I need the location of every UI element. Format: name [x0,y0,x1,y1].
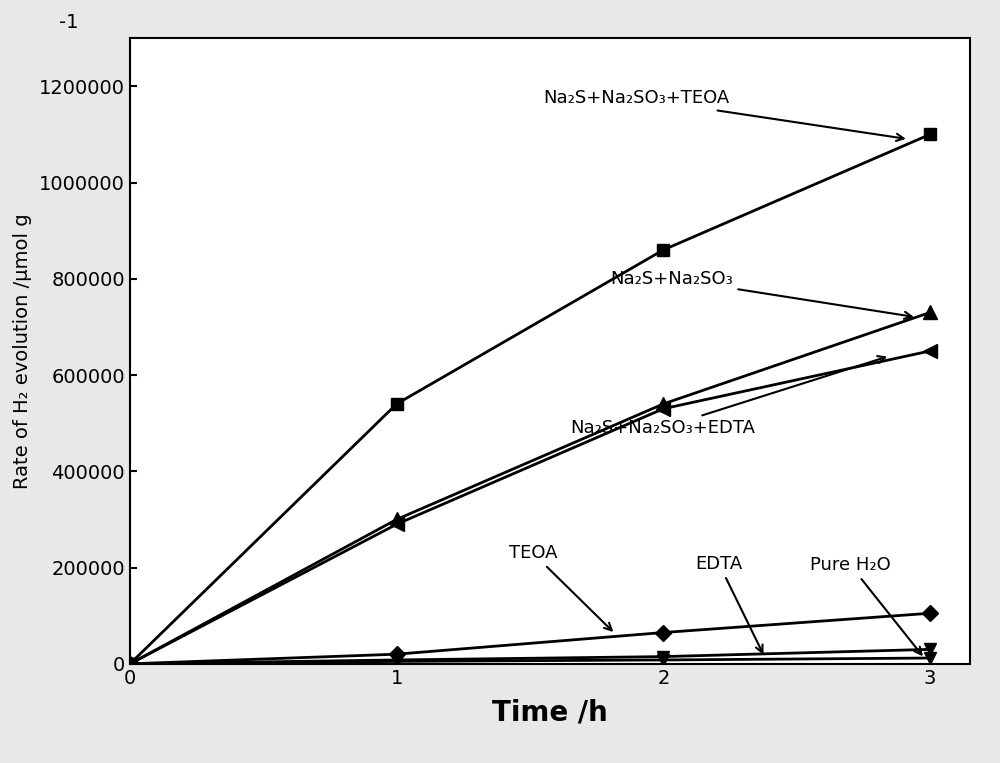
Text: Na₂S+Na₂SO₃: Na₂S+Na₂SO₃ [610,270,912,319]
Text: Pure H₂O: Pure H₂O [810,556,921,655]
Text: Na₂S+Na₂SO₃+TEOA: Na₂S+Na₂SO₃+TEOA [543,89,904,141]
Text: EDTA: EDTA [695,555,762,652]
Y-axis label: Rate of H₂ evolution /μmol g: Rate of H₂ evolution /μmol g [13,213,32,489]
X-axis label: Time /h: Time /h [492,699,608,727]
Text: Na₂S+Na₂SO₃+EDTA: Na₂S+Na₂SO₃+EDTA [570,356,885,437]
Text: -1: -1 [59,13,78,32]
Text: TEOA: TEOA [509,544,612,630]
